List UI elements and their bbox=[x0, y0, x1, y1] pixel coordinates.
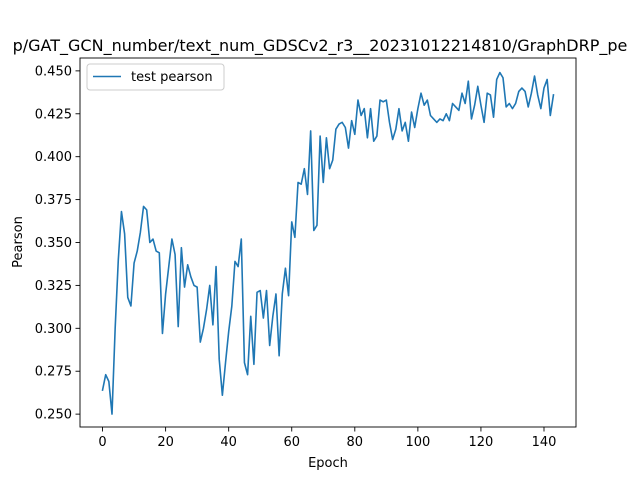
y-tick-label: 0.450 bbox=[35, 64, 72, 79]
plot-area: 0 20 40 60 80 100 120 140 0.250 0.275 0.300 0.325 0.… bbox=[35, 57, 577, 450]
y-axis-label: Pearson bbox=[11, 216, 26, 268]
legend-label: test pearson bbox=[131, 70, 213, 85]
y-tick-label: 0.400 bbox=[35, 150, 72, 165]
axes-background bbox=[80, 58, 576, 427]
x-tick-label: 60 bbox=[283, 435, 300, 450]
chart-title: p/GAT_GCN_number/text_num_GDSCv2_r3__202… bbox=[13, 36, 628, 56]
y-tick-label: 0.300 bbox=[35, 322, 72, 337]
x-tick-label: 140 bbox=[532, 435, 557, 450]
legend: test pearson bbox=[86, 63, 225, 91]
x-axis-label: Epoch bbox=[308, 456, 348, 471]
y-tick-label: 0.425 bbox=[35, 107, 72, 122]
x-tick-label: 100 bbox=[405, 435, 430, 450]
y-tick-label: 0.275 bbox=[35, 365, 72, 380]
y-tick-label: 0.325 bbox=[35, 279, 72, 294]
x-tick-label: 0 bbox=[98, 435, 106, 450]
series-line-0 bbox=[101, 71, 555, 415]
x-tick-label: 40 bbox=[220, 435, 237, 450]
legend-box bbox=[86, 63, 225, 91]
x-tick-label: 20 bbox=[157, 435, 174, 450]
x-tick-label: 120 bbox=[469, 435, 494, 450]
y-tick-label: 0.375 bbox=[35, 193, 72, 208]
y-tick-label: 0.250 bbox=[35, 408, 72, 423]
y-tick-label: 0.350 bbox=[35, 236, 72, 251]
x-tick-label: 80 bbox=[347, 435, 364, 450]
